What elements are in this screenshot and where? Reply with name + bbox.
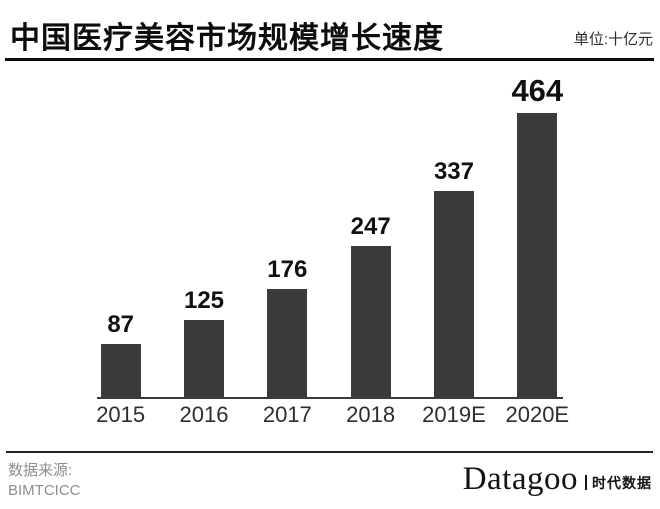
bar xyxy=(183,320,224,397)
x-axis-tick-label: 2018 xyxy=(346,402,396,427)
bar xyxy=(267,289,308,397)
x-axis-tick-label: 2019E xyxy=(422,402,486,427)
bar-group: 87 xyxy=(79,62,162,397)
bar xyxy=(100,344,141,397)
title-divider xyxy=(5,58,654,61)
bar-group: 176 xyxy=(246,62,329,397)
bar-group: 125 xyxy=(162,62,245,397)
plot-columns: 87 125 176 247 337 464 xyxy=(79,62,579,397)
footer-divider xyxy=(6,451,653,453)
bar-value-label: 464 xyxy=(511,73,564,108)
x-axis-labels: 2015 2016 2017 2018 2019E 2020E xyxy=(79,402,579,427)
bar-value-label: 176 xyxy=(267,256,308,283)
bar-value-label: 87 xyxy=(107,311,135,338)
brand-suffix: 时代数据 xyxy=(592,474,652,491)
bar xyxy=(433,191,474,397)
bar-value-label: 125 xyxy=(183,287,225,314)
bar-group: 464 xyxy=(496,62,579,397)
source-label: 数据来源: xyxy=(8,462,73,479)
brand-separator-icon xyxy=(585,475,587,490)
x-axis-tick-label: 2016 xyxy=(179,402,229,427)
bar xyxy=(350,246,391,397)
brand-logo: Datagoo xyxy=(462,461,578,497)
bar-value-label: 337 xyxy=(433,158,474,185)
source-block: 数据来源: BIMTCICC xyxy=(8,461,81,501)
x-axis-tick-label: 2017 xyxy=(262,402,312,427)
source-name: BIMTCICC xyxy=(8,482,81,499)
brand-block: Datagoo 时代数据 xyxy=(463,463,652,496)
bar xyxy=(517,113,558,397)
x-axis-tick-label: 2020E xyxy=(505,402,570,427)
bar-group: 337 xyxy=(412,62,495,397)
x-axis-line xyxy=(97,397,563,399)
bar-group: 247 xyxy=(329,62,412,397)
unit-label: 单位:十亿元 xyxy=(573,31,653,48)
bar-value-label: 247 xyxy=(350,213,391,240)
page-title: 中国医疗美容市场规模增长速度 xyxy=(10,22,444,55)
x-axis-tick-label: 2015 xyxy=(96,402,146,427)
